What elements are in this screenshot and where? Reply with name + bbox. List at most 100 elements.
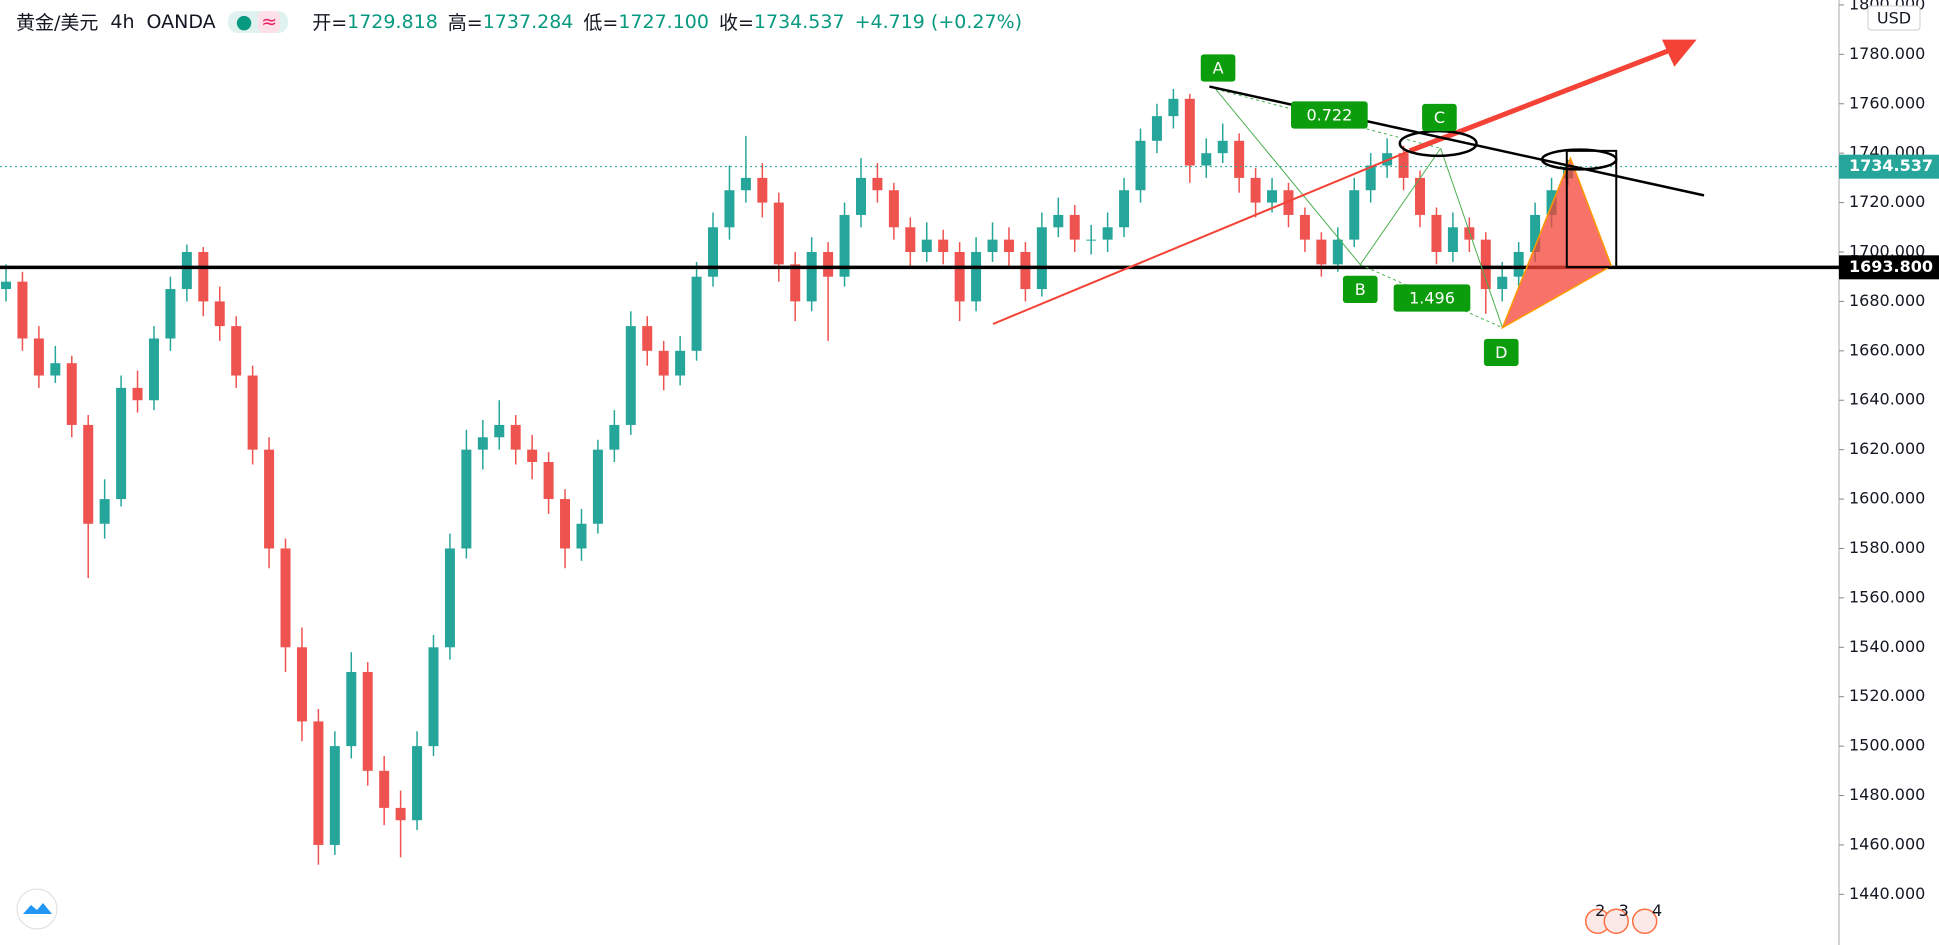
candle-body	[888, 190, 899, 228]
status-icons[interactable]: ● ≈	[227, 10, 289, 33]
candle-body	[757, 177, 768, 203]
candle-body	[494, 424, 505, 438]
candle-body	[625, 326, 636, 425]
ohlc-value: 1727.100	[618, 10, 709, 33]
header: 黄金/美元 4h OANDA ● ≈ 开= 1729.818 高= 1737.284 …	[16, 8, 1032, 35]
candle-body	[905, 227, 916, 252]
logo-icon	[23, 903, 52, 914]
candle-body	[362, 672, 373, 771]
candle-body	[642, 326, 653, 351]
source: OANDA	[146, 10, 216, 33]
y-tick-label: 1540.000	[1849, 637, 1925, 656]
pattern-label: D	[1495, 343, 1507, 362]
event-icon	[1631, 908, 1658, 935]
candle-body	[691, 276, 702, 351]
y-tick-label: 1520.000	[1849, 686, 1925, 705]
y-tick-label: 1480.000	[1849, 785, 1925, 804]
ohlc-value: 1729.818	[347, 10, 438, 33]
candle-body	[444, 548, 455, 648]
candle-body	[1365, 165, 1376, 191]
y-tick-label: 1500.000	[1849, 736, 1925, 755]
y-tick-label: 1640.000	[1849, 390, 1925, 409]
candle-body	[132, 387, 143, 401]
y-tick-label: 1600.000	[1849, 489, 1925, 508]
pattern-line	[1215, 88, 1361, 265]
candle-body	[1299, 214, 1310, 240]
candle-body	[576, 523, 587, 549]
candle-body	[592, 449, 603, 524]
plot-bg	[0, 0, 1839, 945]
pattern-label-box	[1483, 338, 1519, 367]
y-tick-label: 1560.000	[1849, 587, 1925, 606]
projection-triangle	[1500, 156, 1613, 330]
candle-body	[1415, 177, 1426, 215]
candle-body	[296, 647, 307, 722]
currency: USD	[1877, 9, 1911, 28]
candle-body	[461, 449, 472, 549]
candle-body	[724, 190, 735, 228]
candle-body	[1316, 239, 1327, 265]
candle-body	[329, 746, 340, 845]
candle-body	[264, 449, 275, 549]
candle-body	[708, 227, 719, 277]
ohlc-label: 收=	[718, 12, 754, 34]
candle-body	[823, 252, 834, 277]
candle-body	[395, 807, 406, 821]
candle-body	[379, 770, 390, 808]
candle-body	[116, 387, 127, 500]
candle-body	[839, 214, 850, 277]
candle-body	[1, 281, 11, 290]
pattern-label-box	[1342, 275, 1378, 303]
event-marker: 4	[1652, 901, 1662, 920]
pattern-label-box	[1422, 103, 1457, 132]
y-tick-label: 1720.000	[1849, 192, 1925, 211]
trend-arrow	[1408, 47, 1673, 154]
candle-body	[790, 264, 801, 302]
candle-body	[855, 177, 866, 215]
candle-body	[165, 289, 176, 339]
candle-body	[527, 449, 538, 462]
y-tick-label: 1680.000	[1849, 291, 1925, 310]
candle-body	[50, 363, 61, 376]
candle-body	[740, 177, 751, 191]
candle-body	[1020, 252, 1031, 290]
target-box	[1565, 149, 1618, 269]
candle-body	[346, 672, 357, 747]
pattern-label-box	[1200, 54, 1236, 82]
event-icon	[1603, 908, 1629, 935]
candle-body	[214, 301, 225, 327]
candle-body	[313, 721, 324, 845]
candle-body	[1349, 190, 1360, 240]
candle-body	[1480, 239, 1491, 290]
candle-body	[1530, 214, 1541, 252]
candle-body	[231, 326, 242, 376]
price-box	[1839, 154, 1939, 179]
candle-body	[560, 499, 571, 549]
interval[interactable]: 4h	[110, 10, 135, 33]
price-box	[1839, 255, 1939, 280]
candle-body	[806, 252, 817, 302]
candle-body	[1546, 190, 1557, 215]
candle-body	[280, 548, 291, 648]
candle-body	[773, 202, 784, 265]
candle-body	[1431, 214, 1442, 252]
candle-body	[1250, 177, 1261, 203]
candle-body	[198, 252, 209, 302]
candle-body	[66, 363, 77, 425]
candle-body	[1168, 98, 1179, 117]
candle-body	[1217, 140, 1228, 154]
candle-body	[247, 375, 258, 450]
pattern-line	[1360, 264, 1503, 329]
symbol[interactable]: 黄金/美元	[16, 12, 99, 34]
price-label: 1693.800	[1849, 257, 1933, 276]
candle-body	[1086, 239, 1097, 241]
ohlc-label: 低=	[583, 12, 619, 34]
ohlc-label: 开=	[312, 12, 348, 34]
logo[interactable]	[16, 888, 58, 930]
candle-body	[33, 338, 44, 376]
candle-body	[1053, 214, 1064, 228]
candle-body	[1119, 190, 1130, 228]
candle-body	[428, 647, 439, 747]
